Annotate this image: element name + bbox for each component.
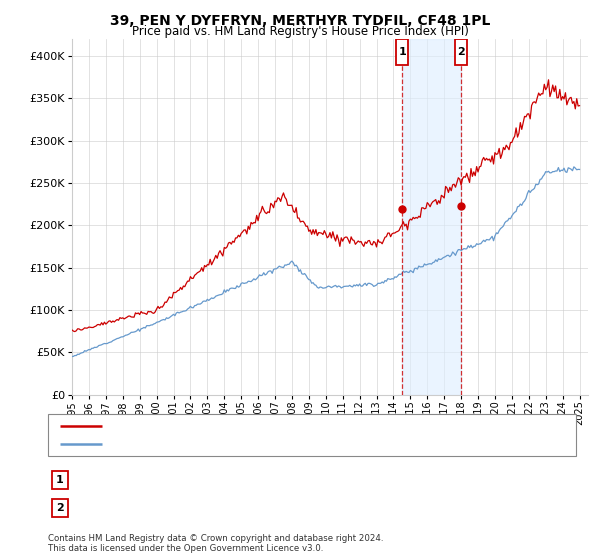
Text: 39, PEN Y DYFFRYN, MERTHYR TYDFIL, CF48 1PL: 39, PEN Y DYFFRYN, MERTHYR TYDFIL, CF48 …	[110, 14, 490, 28]
Text: 2: 2	[56, 503, 64, 514]
Bar	[403, 39, 461, 395]
Text: Contains HM Land Registry data © Crown copyright and database right 2024.
This d: Contains HM Land Registry data © Crown c…	[48, 534, 383, 553]
Text: 39, PEN Y DYFFRYN, MERTHYR TYDFIL, CF48 1PL (detached house): 39, PEN Y DYFFRYN, MERTHYR TYDFIL, CF48 …	[111, 421, 440, 431]
Text: 20-DEC-2017: 20-DEC-2017	[81, 503, 155, 514]
Text: 2: 2	[457, 47, 464, 57]
Text: 10-JUL-2014: 10-JUL-2014	[81, 475, 149, 485]
Text: HPI: Average price, detached house, Merthyr Tydfil: HPI: Average price, detached house, Mert…	[111, 440, 364, 450]
FancyBboxPatch shape	[455, 39, 467, 64]
Text: 1: 1	[56, 475, 64, 485]
Text: £223,000: £223,000	[204, 503, 257, 514]
Text: 1: 1	[398, 47, 406, 57]
Text: £219,995: £219,995	[204, 475, 257, 485]
Text: Price paid vs. HM Land Registry's House Price Index (HPI): Price paid vs. HM Land Registry's House …	[131, 25, 469, 38]
Text: 36% ↑ HPI: 36% ↑ HPI	[324, 503, 383, 514]
FancyBboxPatch shape	[397, 39, 409, 64]
Text: 51% ↑ HPI: 51% ↑ HPI	[324, 475, 383, 485]
